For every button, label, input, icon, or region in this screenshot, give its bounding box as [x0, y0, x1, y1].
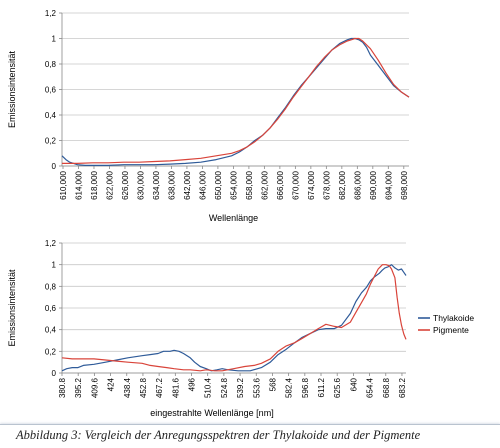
x-tick-label: 568: [268, 377, 277, 391]
y-tick-label: 1,2: [45, 9, 57, 18]
x-tick-label: 662,000: [260, 170, 269, 199]
x-tick-label: 395.2: [74, 377, 83, 398]
x-tick-label: 524.8: [220, 377, 229, 398]
x-tick-label: 622,000: [105, 170, 114, 199]
y-tick-label: 0,2: [45, 347, 57, 356]
y-tick-label: 1: [52, 261, 57, 270]
x-tick-label: 678,000: [322, 170, 331, 199]
y-tick-label: 0,6: [45, 304, 57, 313]
x-tick-label: 582.4: [285, 377, 294, 398]
x-tick-label: 634,000: [152, 170, 161, 199]
series-line-thylakoide: [61, 264, 407, 372]
y-tick-label: 0,4: [45, 326, 57, 335]
x-tick-label: 698,000: [400, 170, 409, 199]
x-tick-label: 618,000: [90, 170, 99, 199]
y-tick-label: 0,4: [45, 111, 57, 120]
caption-bar: Abbildung 3: Vergleich der Anregungsspek…: [0, 424, 500, 448]
x-tick-label: 380.8: [58, 377, 67, 398]
x-tick-label: 467.2: [155, 377, 164, 398]
x-tick-label: 668.8: [382, 377, 391, 398]
chart-excitation-spectrum: 0 0,2 0,4 0,6 0,8 1 1,2 380.8 395.2 409.6 424 438.4…: [7, 239, 474, 418]
series-line-pigmente: [61, 264, 407, 372]
x-tick-label: 510.4: [204, 377, 213, 398]
x-tick-label: 611.2: [317, 377, 326, 397]
legend-label: Thylakoide: [433, 313, 474, 323]
x-tick-label: 666,000: [276, 170, 285, 199]
chart-emission-spectrum: 0 0,2 0,4 0,6 0,8 1 1,2 610,000 614,000 618,000 62…: [7, 9, 410, 223]
x-tick-label: 553.6: [252, 377, 261, 398]
x-tick-label: 496: [188, 377, 197, 391]
y-axis-label: Emissionsintensität: [7, 269, 17, 347]
x-tick-label: 682,000: [338, 170, 347, 199]
x-tick-label: 654,000: [229, 170, 238, 199]
y-tick-label: 0: [52, 369, 57, 378]
x-tick-label: 640: [349, 377, 358, 391]
x-tick-label: 694,000: [384, 170, 393, 199]
x-tick-label: 424: [107, 377, 116, 391]
x-tick-label: 481.6: [171, 377, 180, 398]
x-tick-label: 614,000: [74, 170, 83, 199]
x-tick-label: 638,000: [167, 170, 176, 199]
x-tick-label: 626,000: [121, 170, 130, 199]
legend-label: Pigmente: [433, 325, 469, 335]
x-tick-label: 686,000: [353, 170, 362, 199]
x-tick-label: 683.2: [398, 377, 407, 398]
x-tick-label: 658,000: [245, 170, 254, 199]
x-tick-label: 674,000: [307, 170, 316, 199]
series-line-blue: [61, 37, 410, 166]
x-axis-label: eingestrahlte Wellenlänge [nm]: [150, 408, 273, 418]
x-tick-label: 690,000: [369, 170, 378, 199]
y-tick-label: 0,8: [45, 282, 57, 291]
x-tick-label: 642,000: [183, 170, 192, 199]
x-tick-label: 610,000: [59, 170, 68, 199]
x-tick-label: 409.6: [90, 377, 99, 398]
y-tick-label: 0,2: [45, 137, 57, 146]
x-axis-label: Wellenlänge: [209, 213, 258, 223]
y-tick-label: 0: [52, 162, 57, 171]
y-axis-label: Emissionsintensität: [7, 50, 17, 128]
series-line-red: [62, 37, 410, 164]
x-tick-label: 646,000: [198, 170, 207, 199]
x-tick-label: 452.8: [139, 377, 148, 398]
y-tick-label: 0,8: [45, 60, 57, 69]
x-tick-label: 596.8: [301, 377, 310, 398]
x-tick-label: 630,000: [136, 170, 145, 199]
x-tick-label: 654.4: [366, 377, 375, 398]
x-tick-label: 650,000: [214, 170, 223, 199]
y-tick-label: 0,6: [45, 86, 57, 95]
x-tick-label: 670,000: [291, 170, 300, 199]
y-tick-label: 1: [52, 35, 57, 44]
y-tick-label: 1,2: [45, 239, 57, 248]
x-tick-label: 539.2: [236, 377, 245, 398]
x-tick-label: 625.6: [333, 377, 342, 398]
x-tick-label: 438.4: [123, 377, 132, 398]
figure-caption: Abbildung 3: Vergleich der Anregungsspek…: [16, 428, 421, 442]
